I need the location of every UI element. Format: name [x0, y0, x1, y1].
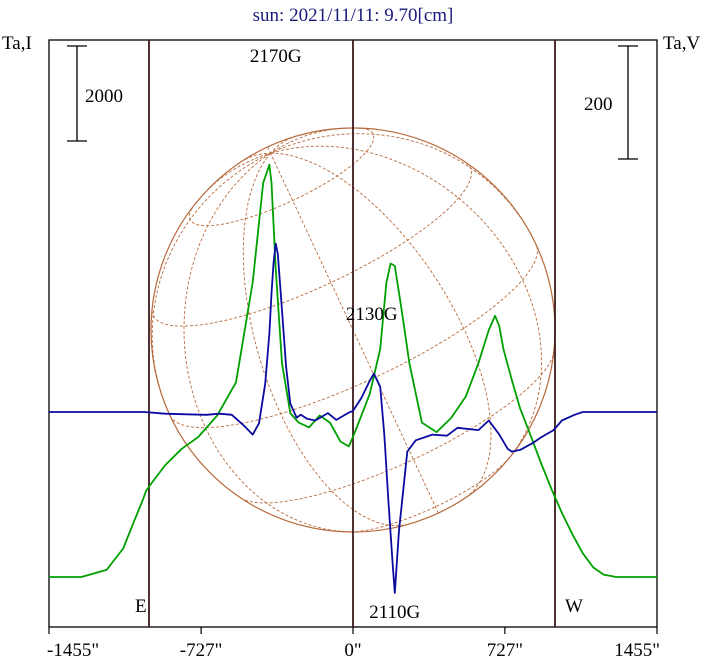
left-scale-bar [67, 45, 87, 142]
east-label: E [135, 596, 147, 617]
disk-longitude-line [270, 127, 347, 154]
x-tick-label: 0" [344, 640, 361, 661]
right-axis-label: Ta,V [663, 33, 700, 54]
right-scale-value: 200 [584, 94, 613, 115]
chart-title: sun: 2021/11/11: 9.70[cm] [253, 5, 454, 26]
west-label: W [565, 596, 583, 617]
disk-longitude-line [202, 152, 271, 196]
field-annotations: 2170G 2130G 2110G [250, 46, 421, 623]
disk-longitude-line [242, 152, 410, 527]
disk-latitude-line [151, 163, 472, 327]
disk-latitude-line [240, 351, 555, 504]
x-tick-label: 1455" [614, 640, 660, 661]
disk-longitude-line [270, 145, 542, 459]
disk-latitude-line [188, 127, 375, 227]
intensity-curve [49, 163, 657, 578]
polarization-curve [49, 242, 657, 594]
x-tick-label: 727" [487, 640, 523, 661]
disk-longitude-line [270, 137, 293, 154]
field-label: 2110G [369, 602, 420, 623]
disk-longitude-line [270, 152, 492, 499]
field-label: 2130G [346, 304, 398, 325]
right-scale-bar [618, 45, 638, 160]
disk-longitude-line [244, 152, 271, 161]
x-tick-label: -727" [180, 640, 223, 661]
left-scale-value: 2000 [85, 86, 123, 107]
x-tick-label: -1455" [47, 640, 99, 661]
disk-longitude-line [270, 153, 439, 514]
series-layer [49, 163, 657, 594]
left-axis-label: Ta,I [2, 33, 32, 54]
disk-longitude-line [267, 146, 271, 154]
field-label: 2170G [250, 46, 302, 67]
x-axis-ticks: -1455" -727" 0" 727" 1455" [47, 627, 660, 661]
disk-longitude-line [183, 152, 351, 533]
disk-longitude-line [270, 133, 537, 245]
